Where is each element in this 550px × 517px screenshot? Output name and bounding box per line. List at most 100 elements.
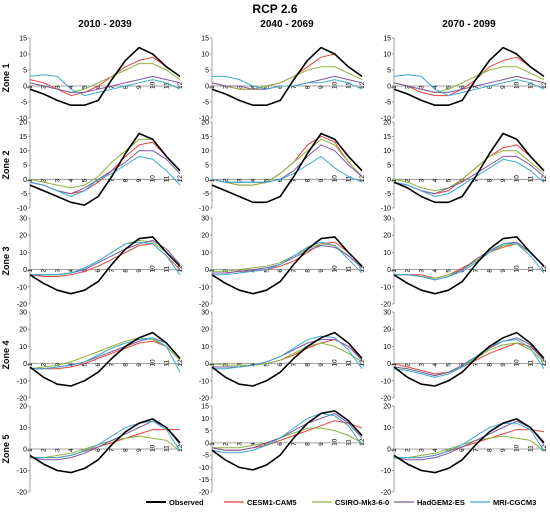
y-tick-label: 10 — [201, 344, 209, 351]
series-line — [393, 339, 545, 378]
x-tick-label: 12 — [177, 359, 184, 367]
y-tick-label: -5 — [21, 191, 27, 198]
series-line — [394, 243, 545, 281]
x-tick-label: 3 — [418, 448, 425, 452]
x-tick-label: 10 — [514, 81, 521, 89]
y-tick-label: 20 — [201, 327, 209, 334]
y-tick-label: 20 — [383, 120, 391, 127]
x-tick-label: 8 — [122, 85, 129, 89]
x-tick-label: 3 — [54, 178, 61, 182]
y-tick-label: 15 — [383, 36, 391, 43]
legend-label: MRI-CGCM3 — [493, 498, 536, 507]
series-line — [393, 337, 545, 377]
x-tick-label: 9 — [500, 363, 507, 367]
x-tick-label: 11 — [163, 359, 170, 366]
x-tick-label: 12 — [359, 175, 366, 183]
y-tick-label: -5 — [203, 453, 209, 460]
x-tick-label: 11 — [345, 82, 352, 89]
x-tick-label: 5 — [264, 85, 271, 89]
series-line — [393, 420, 545, 461]
x-tick-label: 7 — [291, 269, 298, 273]
series-line — [393, 418, 545, 474]
x-tick-label: 8 — [304, 85, 311, 89]
series-line — [393, 56, 545, 97]
x-tick-label: 9 — [136, 85, 143, 89]
legend-label: CSIRO-Mk3-6-0 — [335, 498, 389, 507]
y-tick-label: -10 — [17, 284, 27, 291]
series-line — [29, 75, 181, 93]
series-line — [211, 66, 363, 90]
x-tick-label: 9 — [318, 85, 325, 89]
x-tick-label: 11 — [345, 175, 352, 182]
x-tick-label: 9 — [318, 442, 325, 446]
series-line — [212, 245, 363, 274]
y-tick-label: 10 — [19, 425, 27, 432]
x-tick-label: 11 — [345, 359, 352, 366]
y-tick-label: 30 — [19, 310, 27, 317]
x-tick-label: 3 — [54, 448, 61, 452]
x-tick-label: 11 — [527, 265, 534, 272]
y-tick-label: -10 — [381, 116, 391, 123]
x-tick-label: 12 — [359, 265, 366, 273]
series-line — [211, 46, 363, 106]
x-tick-label: 2 — [223, 85, 230, 89]
x-tick-label: 10 — [332, 438, 339, 446]
x-tick-label: 8 — [486, 363, 493, 367]
x-tick-label: 6 — [277, 178, 284, 182]
x-tick-label: 1 — [209, 85, 216, 89]
series-line — [212, 335, 363, 370]
x-tick-label: 1 — [27, 363, 34, 367]
x-tick-label: 10 — [332, 81, 339, 89]
x-tick-label: 3 — [54, 269, 61, 273]
x-tick-label: 2 — [41, 85, 48, 89]
x-tick-label: 9 — [136, 448, 143, 452]
x-tick-label: 3 — [418, 85, 425, 89]
y-tick-label: 30 — [201, 310, 209, 317]
x-tick-label: 12 — [177, 444, 184, 452]
x-tick-label: 2 — [41, 448, 48, 452]
column-header: 2040 - 2069 — [260, 19, 314, 30]
x-tick-label: 8 — [122, 363, 129, 367]
x-tick-label: 12 — [177, 265, 184, 273]
column-header: 2070 - 2099 — [442, 19, 496, 30]
x-tick-label: 7 — [109, 448, 116, 452]
y-tick-label: -5 — [203, 100, 209, 107]
x-tick-label: 6 — [95, 178, 102, 182]
y-tick-label: 0 — [205, 361, 209, 368]
x-tick-label: 11 — [527, 445, 534, 452]
x-tick-label: 5 — [82, 178, 89, 182]
x-tick-label: 4 — [432, 178, 439, 182]
y-tick-label: -5 — [21, 100, 27, 107]
x-tick-label: 10 — [514, 359, 521, 367]
series-line — [29, 155, 181, 197]
x-tick-label: 4 — [68, 448, 75, 452]
x-tick-label: 5 — [264, 178, 271, 182]
y-tick-label: 15 — [201, 404, 209, 411]
x-tick-label: 6 — [459, 178, 466, 182]
zone-label: Zone 2 — [1, 150, 11, 179]
y-tick-label: -10 — [381, 468, 391, 475]
x-tick-label: 5 — [446, 178, 453, 182]
y-tick-label: -20 — [381, 490, 391, 497]
x-tick-label: 4 — [250, 178, 257, 182]
x-tick-label: 12 — [541, 444, 548, 452]
x-tick-label: 9 — [500, 269, 507, 273]
x-tick-label: 8 — [122, 269, 129, 273]
x-tick-label: 5 — [82, 363, 89, 367]
x-tick-label: 12 — [359, 438, 366, 446]
series-line — [211, 412, 363, 451]
y-tick-label: -10 — [199, 206, 209, 213]
x-tick-label: 5 — [264, 363, 271, 367]
x-tick-label: 9 — [318, 178, 325, 182]
y-tick-label: -5 — [385, 191, 391, 198]
y-tick-label: 15 — [19, 36, 27, 43]
y-tick-label: 0 — [23, 361, 27, 368]
y-tick-label: 30 — [201, 216, 209, 223]
